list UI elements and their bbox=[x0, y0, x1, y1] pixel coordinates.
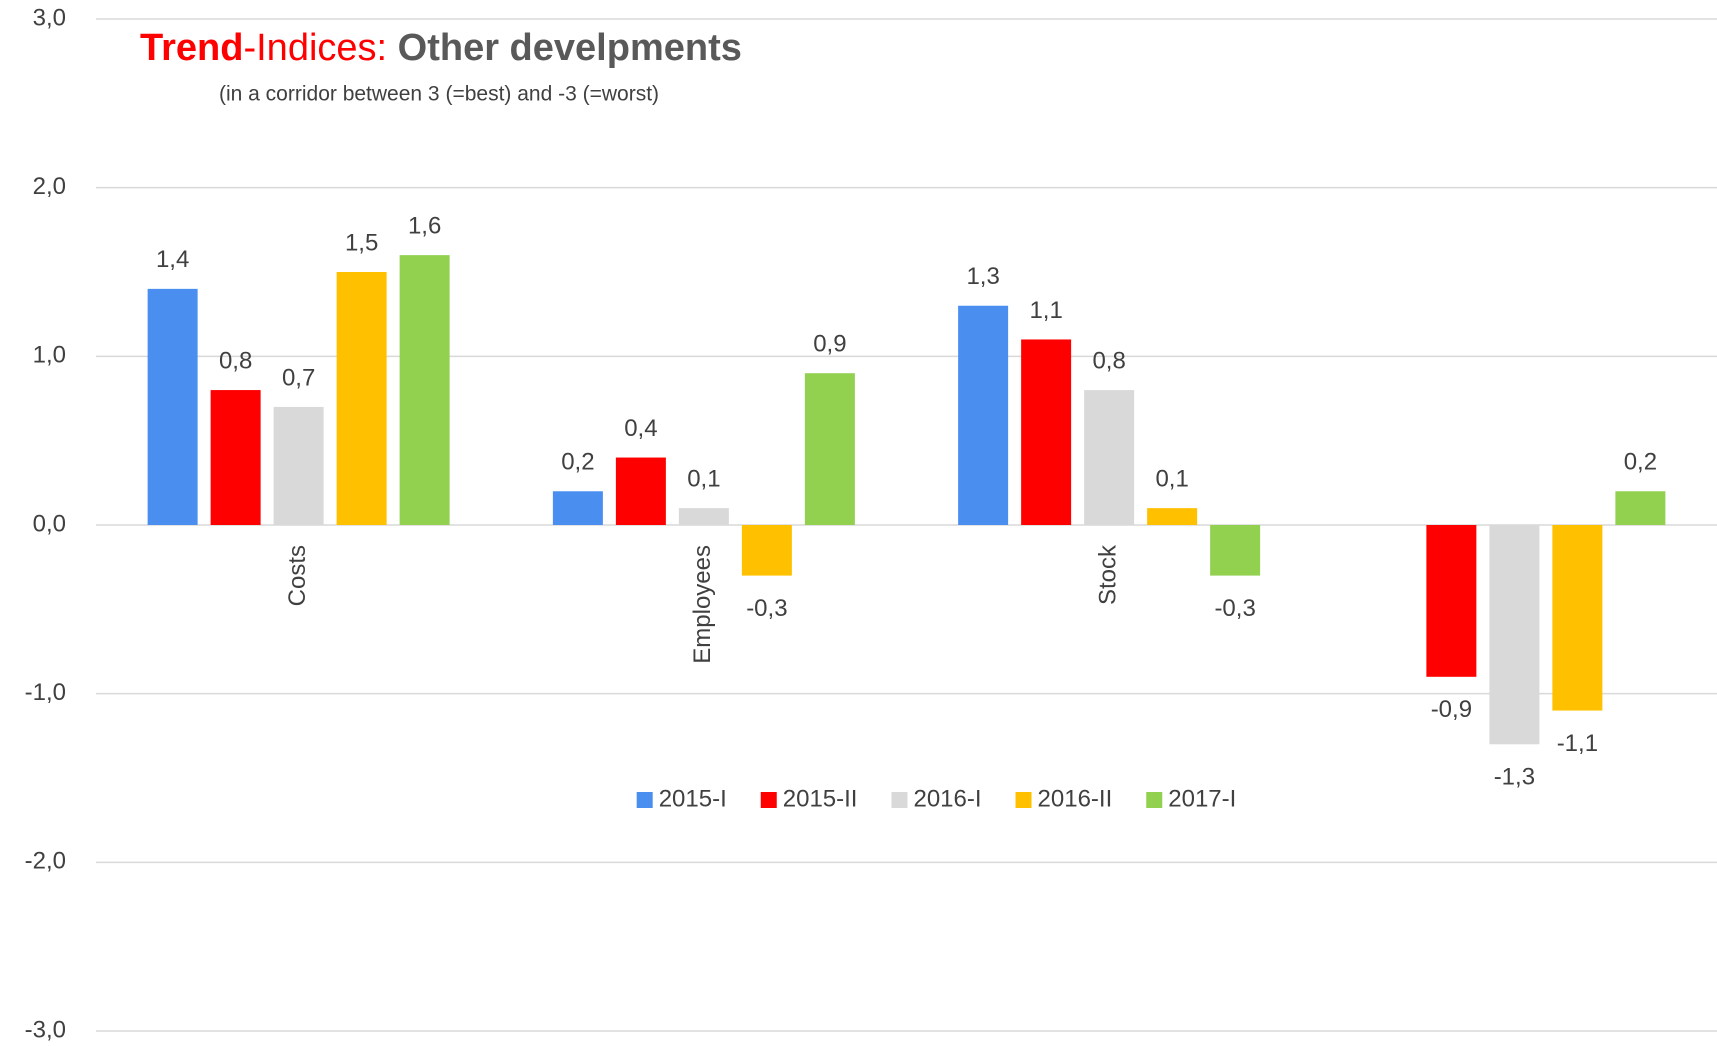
data-label: 1,5 bbox=[345, 229, 378, 256]
legend-swatch bbox=[1015, 792, 1032, 808]
y-tick-label: 1,0 bbox=[33, 342, 66, 369]
y-tick-label: -1,0 bbox=[25, 679, 66, 706]
bar bbox=[1021, 339, 1072, 525]
bar bbox=[958, 305, 1009, 525]
bar bbox=[804, 373, 855, 525]
data-label: 0,7 bbox=[282, 364, 315, 391]
chart-subtitle: (in a corridor between 3 (=best) and -3 … bbox=[219, 83, 659, 106]
x-tick-label: Stock bbox=[1094, 544, 1121, 605]
data-label: 0,1 bbox=[1155, 465, 1188, 492]
title-part: -Indices: bbox=[243, 27, 387, 69]
data-label: 0,1 bbox=[687, 465, 720, 492]
legend-swatch bbox=[1146, 792, 1163, 808]
bar bbox=[1084, 390, 1135, 525]
y-tick-label: -2,0 bbox=[25, 848, 66, 875]
data-label: 0,2 bbox=[1624, 449, 1657, 476]
data-label: 0,8 bbox=[219, 347, 252, 374]
data-label: 1,3 bbox=[966, 263, 999, 290]
bar bbox=[1552, 525, 1603, 711]
legend-label: 2016-I bbox=[913, 785, 981, 812]
data-label: 1,1 bbox=[1029, 297, 1062, 324]
data-label: 0,9 bbox=[813, 331, 846, 358]
data-label: 0,8 bbox=[1092, 347, 1125, 374]
data-label: -0,3 bbox=[1214, 595, 1255, 622]
bar bbox=[741, 525, 792, 576]
x-tick-label: Costs bbox=[284, 545, 311, 606]
y-tick-label: 2,0 bbox=[33, 173, 66, 200]
bar bbox=[1210, 525, 1261, 576]
bar bbox=[678, 508, 729, 525]
data-label: 0,4 bbox=[624, 415, 657, 442]
bar bbox=[1615, 491, 1666, 525]
legend-label: 2015-I bbox=[659, 785, 727, 812]
bar bbox=[273, 406, 324, 525]
bar bbox=[1489, 525, 1540, 745]
legend: 2015-I 2015-II 2016-I 2016-II 2017-I bbox=[636, 785, 1236, 812]
legend-label: 2016-II bbox=[1038, 785, 1113, 812]
bar bbox=[615, 457, 666, 525]
bar bbox=[210, 390, 261, 525]
data-label: 0,2 bbox=[561, 449, 594, 476]
bar bbox=[1426, 525, 1477, 677]
data-label: -1,3 bbox=[1494, 764, 1535, 791]
data-label: 1,4 bbox=[156, 246, 189, 273]
data-label: -0,3 bbox=[746, 595, 787, 622]
data-label: -0,9 bbox=[1431, 696, 1472, 723]
chart-title: Trend-Indices: Other develpments bbox=[140, 27, 742, 69]
y-tick-label: 3,0 bbox=[33, 4, 66, 31]
legend-swatch bbox=[636, 792, 653, 808]
bar bbox=[1147, 508, 1198, 525]
bar bbox=[336, 272, 387, 525]
data-label: -1,1 bbox=[1557, 730, 1598, 757]
legend-swatch bbox=[760, 792, 777, 808]
title-part: Trend bbox=[140, 27, 243, 69]
y-tick-label: 0,0 bbox=[33, 510, 66, 537]
bar bbox=[552, 491, 603, 525]
legend-label: 2017-I bbox=[1168, 785, 1236, 812]
x-tick-label: Employees bbox=[689, 545, 716, 664]
bar bbox=[399, 255, 450, 525]
y-tick-label: -3,0 bbox=[25, 1016, 66, 1043]
data-label: 1,6 bbox=[408, 212, 441, 239]
bar bbox=[147, 288, 198, 525]
legend-label: 2015-II bbox=[783, 785, 858, 812]
legend-swatch bbox=[891, 792, 908, 808]
title-part: Other develpments bbox=[398, 27, 742, 69]
